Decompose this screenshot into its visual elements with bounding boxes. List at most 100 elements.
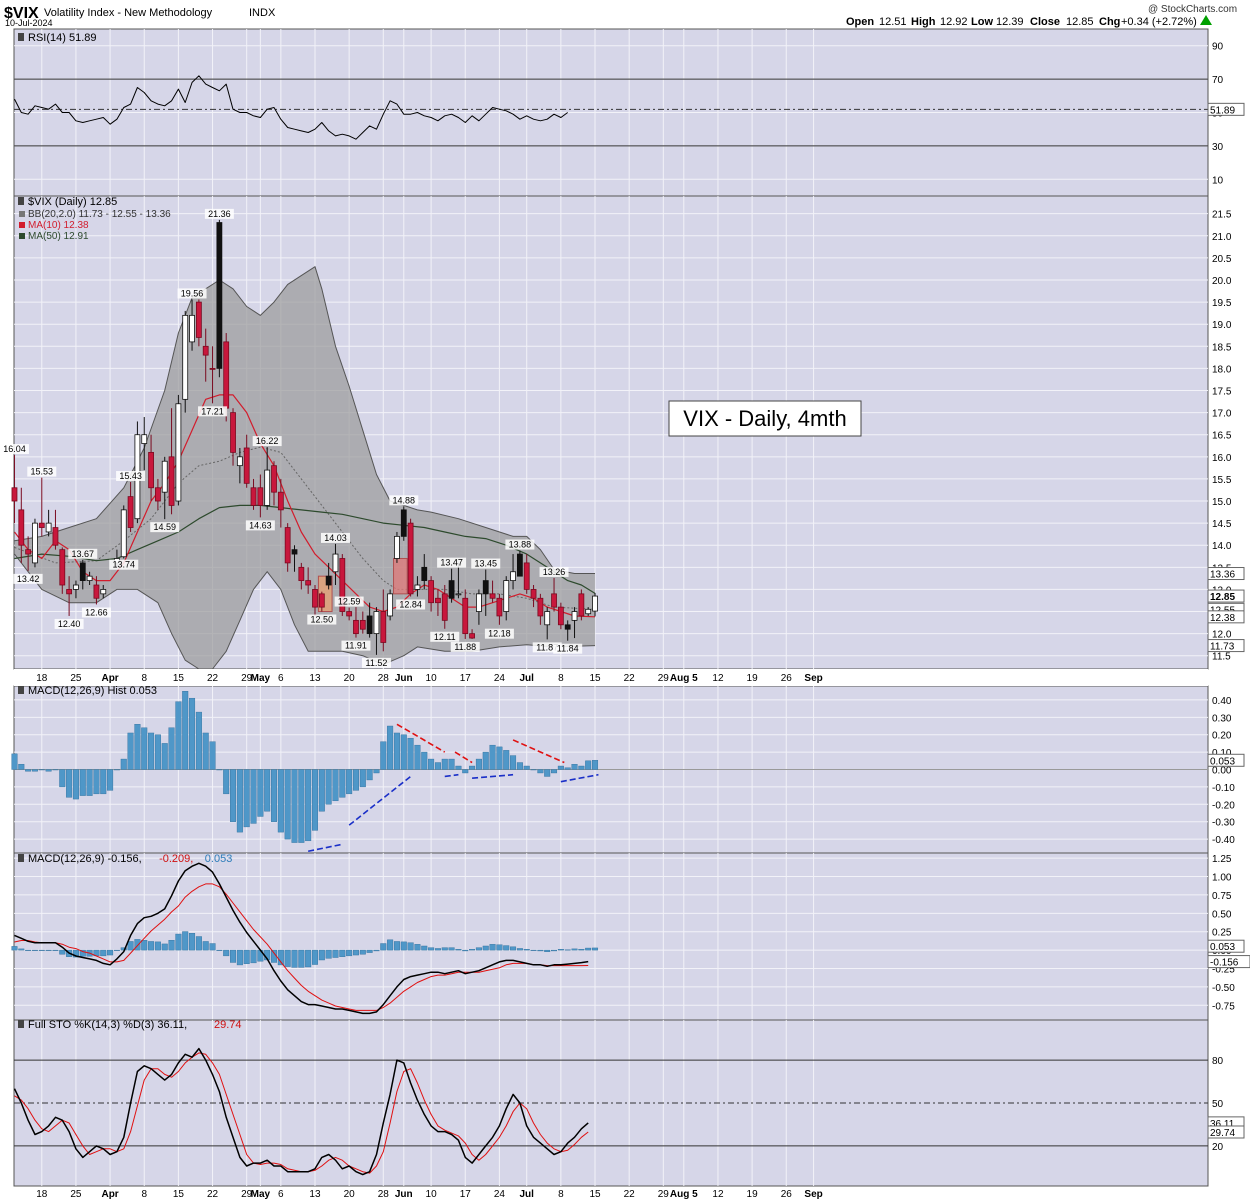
hist-bar bbox=[523, 765, 530, 770]
macd-title: MACD(12,26,9) -0.156, bbox=[28, 853, 142, 865]
macd-hist-bar bbox=[11, 946, 18, 951]
macd-hist-bar bbox=[346, 949, 353, 957]
x-tick-label: 24 bbox=[494, 673, 506, 684]
macd-hist-bar bbox=[434, 948, 441, 951]
candle-body bbox=[462, 597, 469, 635]
x-tick-label: 20 bbox=[344, 1189, 356, 1200]
macd-hist-bar bbox=[148, 941, 155, 951]
hist-bar bbox=[79, 769, 86, 796]
candle-body bbox=[277, 491, 284, 511]
price-label-bg bbox=[430, 631, 460, 642]
x-tick-label: 25 bbox=[70, 1189, 82, 1200]
price-label: 12.84 bbox=[399, 600, 422, 610]
macd-title-hist: 0.053 bbox=[205, 853, 233, 865]
open-value: 12.51 bbox=[879, 16, 907, 28]
candle-body bbox=[312, 589, 318, 608]
x-tick-label: 8 bbox=[558, 673, 564, 684]
close-value: 12.85 bbox=[1066, 16, 1094, 28]
rsi-title: RSI(14) 51.89 bbox=[28, 32, 96, 44]
hist-bar bbox=[592, 760, 599, 770]
y-tick-label: 21.5 bbox=[1212, 210, 1232, 221]
price-label: 11.91 bbox=[345, 641, 367, 651]
macd-hist-bar bbox=[510, 946, 517, 951]
hist-bar bbox=[291, 769, 298, 843]
hist-bar bbox=[271, 769, 278, 822]
chart-date: 10-Jul-2024 bbox=[5, 18, 53, 28]
open-label: Open bbox=[846, 16, 874, 28]
price-label: 14.03 bbox=[324, 533, 347, 543]
candle-body bbox=[400, 509, 407, 537]
candle-body bbox=[448, 580, 455, 599]
candle-body bbox=[537, 597, 544, 617]
candle-body bbox=[592, 595, 598, 612]
y-tick-label: 0.25 bbox=[1212, 928, 1232, 939]
candle-body bbox=[387, 593, 394, 617]
annotation-text: VIX - Daily, 4mth bbox=[683, 406, 846, 431]
x-tick-label: Jul bbox=[519, 673, 534, 684]
hist-bar bbox=[578, 765, 585, 770]
legend-entry: MA(50) 12.91 bbox=[28, 231, 89, 242]
candle-body bbox=[45, 522, 52, 533]
macd-hist-bar bbox=[31, 949, 38, 951]
price-label: 15.53 bbox=[31, 467, 54, 477]
macd-panel: -0.75-0.50-0.250.000.250.500.751.001.250… bbox=[11, 852, 1250, 1021]
candle-body bbox=[503, 580, 510, 612]
x-tick-label: Sep bbox=[804, 1189, 822, 1200]
hist-bar bbox=[45, 769, 52, 772]
macd-hist-bar bbox=[496, 944, 503, 951]
y-tick-label: 17.0 bbox=[1212, 409, 1232, 420]
x-tick-label: May bbox=[251, 1189, 271, 1200]
candle-body bbox=[353, 619, 359, 635]
y-tick-label: -0.50 bbox=[1212, 983, 1235, 994]
candle-body bbox=[100, 589, 107, 595]
macd-hist-bar bbox=[72, 949, 79, 958]
annotation-box: VIX - Daily, 4mth bbox=[668, 400, 862, 437]
hist-bar bbox=[86, 769, 93, 796]
highlight-box bbox=[393, 557, 408, 595]
hist-bar bbox=[537, 769, 544, 774]
hist-bar bbox=[182, 691, 189, 770]
x-tick-label: 19 bbox=[747, 673, 759, 684]
candle-body bbox=[523, 562, 530, 590]
x-tick-label: May bbox=[251, 673, 271, 684]
hist-bar bbox=[107, 769, 114, 791]
trend-line bbox=[512, 739, 565, 764]
candle-body bbox=[148, 451, 154, 489]
macd-hist-bar bbox=[325, 949, 332, 959]
price-label-bg bbox=[252, 436, 282, 447]
hist-bar bbox=[448, 758, 455, 770]
last-value-label: 51.89 bbox=[1210, 105, 1235, 116]
hist-bar bbox=[264, 769, 271, 812]
panel-legend-icon bbox=[18, 33, 24, 41]
instrument-name: Volatility Index - New Methodology bbox=[44, 7, 213, 19]
change-up-arrow-icon bbox=[1200, 15, 1212, 25]
x-tick-label: 22 bbox=[624, 673, 636, 684]
hist-bar bbox=[189, 697, 196, 770]
y-tick-label: 1.25 bbox=[1212, 854, 1232, 865]
x-tick-label: 22 bbox=[207, 673, 219, 684]
price-label-bg bbox=[109, 559, 139, 570]
sto-title-d: 29.74 bbox=[214, 1019, 242, 1031]
x-tick-label: Apr bbox=[101, 673, 118, 684]
y-tick-label: 0.50 bbox=[1212, 909, 1232, 920]
macd-hist-bar bbox=[373, 949, 380, 952]
macd-hist-bar bbox=[441, 947, 448, 951]
x-tick-label: 29 bbox=[658, 673, 670, 684]
macd-hist-bar bbox=[585, 947, 592, 951]
bb-upper-line bbox=[14, 266, 595, 574]
x-tick-label: 13 bbox=[309, 1189, 321, 1200]
bollinger-band bbox=[14, 266, 595, 669]
hist-bar bbox=[318, 769, 325, 812]
x-tick-label: 25 bbox=[70, 673, 82, 684]
candle-body bbox=[516, 553, 523, 577]
x-tick-label: 29 bbox=[241, 673, 253, 684]
y-tick-label: 0.75 bbox=[1212, 891, 1232, 902]
x-tick-label: 10 bbox=[426, 1189, 438, 1200]
hist-bar bbox=[366, 769, 373, 781]
hist-bar bbox=[120, 758, 127, 770]
candle-body bbox=[236, 456, 243, 467]
price-label: 11.84 bbox=[557, 644, 579, 654]
macd-hist-bar bbox=[38, 949, 45, 951]
candle-body bbox=[257, 487, 264, 506]
